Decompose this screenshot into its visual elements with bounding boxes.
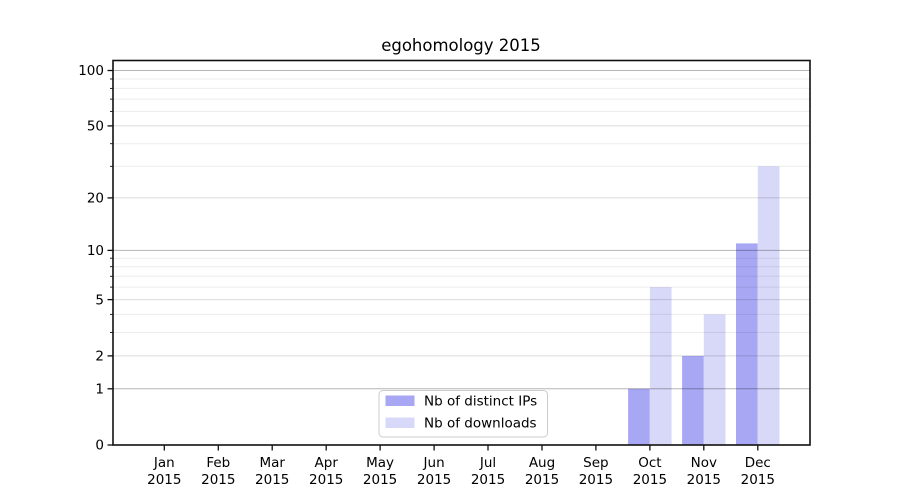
bar-distinct-ips-dec [736, 243, 758, 445]
y-tick-label: 1 [95, 382, 104, 398]
bar-downloads-oct [649, 287, 672, 445]
x-tick-label-year: 2015 [147, 472, 181, 488]
bar-distinct-ips-nov [682, 355, 704, 445]
x-tick-label-month: Oct [638, 455, 661, 471]
y-tick-label: 10 [87, 243, 104, 259]
y-tick-label: 100 [78, 63, 104, 79]
legend-label-downloads: Nb of downloads [424, 416, 537, 432]
x-tick-label-year: 2015 [579, 472, 613, 488]
y-tick-label: 5 [95, 292, 104, 308]
x-tick-label-year: 2015 [417, 472, 451, 488]
tick-marks-layer [107, 69, 759, 451]
bar-downloads-dec [757, 166, 780, 446]
x-tick-label-month: Dec [745, 455, 771, 471]
x-tick-label-year: 2015 [255, 472, 289, 488]
x-tick-label-month: May [366, 455, 394, 471]
x-tick-label-month: Jan [153, 455, 175, 471]
x-tick-label-year: 2015 [741, 472, 775, 488]
plot-border [112, 59, 811, 446]
x-tick-label-year: 2015 [201, 472, 235, 488]
x-tick-label-year: 2015 [363, 472, 397, 488]
bar-downloads-nov [703, 314, 726, 445]
x-tick-label-month: Apr [315, 455, 339, 471]
x-tick-label-month: Aug [529, 455, 555, 471]
legend-swatch-downloads [385, 417, 415, 428]
x-tick-label-month: Nov [691, 455, 717, 471]
x-tick-label-month: Sep [583, 455, 608, 471]
bar-distinct-ips-oct [628, 388, 650, 445]
legend: Nb of distinct IPs Nb of downloads [378, 390, 548, 438]
x-tick-label-month: Jun [423, 455, 445, 471]
y-tick-label: 2 [95, 349, 104, 365]
tick-labels-layer: 0125102050100Jan2015Feb2015Mar2015Apr201… [78, 63, 775, 488]
plot-frame [112, 59, 811, 446]
x-tick-label-year: 2015 [525, 472, 559, 488]
x-tick-label-year: 2015 [309, 472, 343, 488]
chart-title: egohomology 2015 [381, 36, 541, 55]
x-tick-label-year: 2015 [633, 472, 667, 488]
x-tick-label-month: Mar [259, 455, 285, 471]
x-tick-label-year: 2015 [687, 472, 721, 488]
x-tick-label-month: Feb [206, 455, 230, 471]
bars-layer [628, 166, 780, 446]
y-tick-label: 20 [87, 191, 104, 207]
x-tick-label-year: 2015 [471, 472, 505, 488]
legend-swatch-distinct-ips [385, 395, 415, 406]
y-tick-label: 50 [87, 119, 104, 135]
y-tick-label: 0 [95, 438, 104, 454]
gridlines-layer [113, 70, 810, 390]
legend-box [378, 390, 548, 438]
x-tick-label-month: Jul [479, 455, 496, 471]
legend-label-distinct-ips: Nb of distinct IPs [424, 394, 537, 410]
